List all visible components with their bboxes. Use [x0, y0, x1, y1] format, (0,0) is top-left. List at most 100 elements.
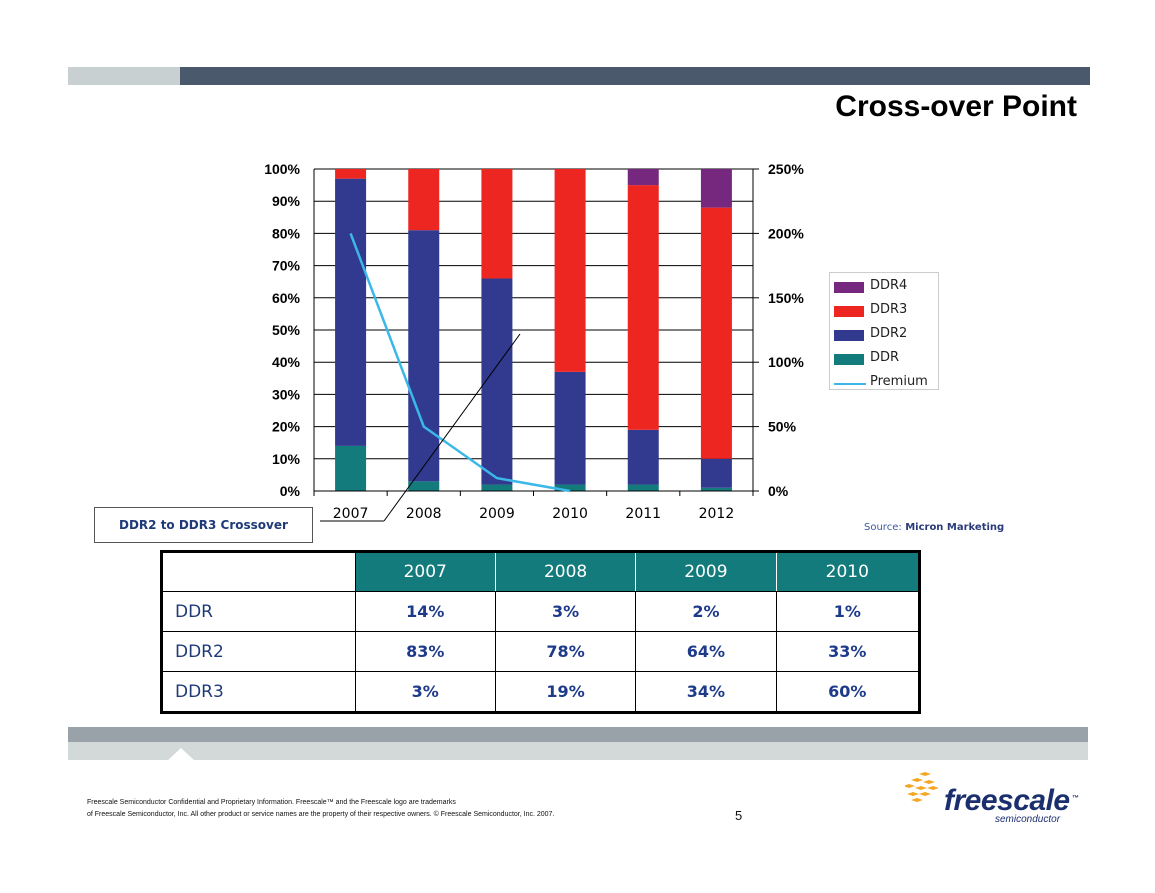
table-row: DDR 14% 3% 2% 1%: [161, 591, 921, 632]
y2-tick-label: 50%: [768, 419, 797, 435]
bar-ddr3: [481, 169, 513, 279]
header-band-dark: [180, 67, 1090, 85]
table-header-cell: 2009: [635, 551, 777, 592]
bar-ddr2: [481, 278, 513, 485]
data-table: 2007 2008 2009 2010 DDR 14% 3% 2% 1% DDR…: [160, 550, 921, 714]
source-value: Micron Marketing: [905, 522, 1005, 533]
legend-swatch: [834, 282, 864, 293]
footer-line-1: Freescale Semiconductor Confidential and…: [87, 799, 456, 806]
bar-ddr: [481, 484, 513, 491]
bar-ddr2: [554, 371, 586, 485]
bar-ddr3: [700, 207, 732, 459]
y-tick-label: 40%: [272, 354, 301, 370]
table-cell: 33%: [775, 631, 921, 672]
table-cell: 19%: [494, 671, 637, 713]
bar-ddr: [335, 445, 367, 491]
table-cell: 83%: [354, 631, 496, 672]
legend-swatch: [834, 306, 864, 317]
table-header-cell: 2008: [494, 551, 637, 592]
logo-trademark: ™: [1072, 795, 1079, 802]
table-corner-cell: [161, 551, 356, 592]
x-tick-label: 2008: [406, 506, 442, 522]
table-cell: 14%: [354, 591, 496, 632]
table-cell: 64%: [635, 631, 777, 672]
slide-title: Cross-over Point: [835, 90, 1077, 123]
y-tick-label: 50%: [272, 322, 301, 338]
header-band-light: [68, 67, 180, 85]
footer-legal: Freescale Semiconductor Confidential and…: [87, 797, 554, 821]
table-cell: 34%: [635, 671, 777, 713]
table-header-cell: 2010: [775, 551, 921, 592]
logo-subtext: semiconductor: [995, 814, 1061, 825]
table-row-label: DDR3: [161, 671, 356, 713]
bar-ddr2: [408, 230, 440, 482]
table-cell: 3%: [354, 671, 496, 713]
chart-legend: DDR4 DDR3 DDR2 DDR Premium: [829, 272, 939, 390]
page-number: 5: [735, 808, 743, 823]
y-tick-label: 10%: [272, 451, 301, 467]
source-label: Source:: [864, 522, 902, 533]
bar-ddr: [627, 484, 659, 491]
bar-ddr2: [700, 458, 732, 488]
table-header-cell: 2007: [354, 551, 496, 592]
y-tick-label: 20%: [272, 419, 301, 435]
y2-tick-label: 250%: [768, 161, 804, 177]
y-tick-label: 0%: [280, 483, 301, 499]
legend-label: DDR2: [870, 326, 908, 341]
legend-swatch: [834, 330, 864, 341]
bar-ddr2: [627, 429, 659, 485]
bar-ddr3: [335, 169, 367, 179]
y-tick-label: 70%: [272, 258, 301, 274]
table-cell: 2%: [635, 591, 777, 632]
table-row: DDR2 83% 78% 64% 33%: [161, 631, 921, 672]
y-tick-label: 80%: [272, 225, 301, 241]
y2-tick-label: 200%: [768, 225, 804, 241]
footer-band-dark: [68, 727, 1088, 742]
bar-ddr: [554, 484, 586, 491]
x-tick-label: 2010: [552, 506, 588, 522]
bar-ddr: [700, 487, 732, 491]
table-cell: 3%: [494, 591, 637, 632]
crossover-callout: DDR2 to DDR3 Crossover: [94, 507, 313, 543]
callout-pointer: [383, 333, 521, 522]
footer-line-2: of Freescale Semiconductor, Inc. All oth…: [87, 811, 555, 818]
table-row-label: DDR2: [161, 631, 356, 672]
legend-line: [834, 383, 866, 385]
bar-ddr3: [627, 185, 659, 430]
bar-ddr4: [700, 169, 732, 208]
legend-label: DDR4: [870, 278, 908, 293]
table-row: DDR3 3% 19% 34% 60%: [161, 671, 921, 713]
y-tick-label: 60%: [272, 290, 301, 306]
bar-ddr3: [554, 169, 586, 372]
x-tick-label: 2011: [625, 506, 661, 522]
table-header-row: 2007 2008 2009 2010: [161, 551, 921, 592]
logo-wordmark: freescale: [944, 784, 1070, 817]
x-tick-label: 2007: [333, 506, 369, 522]
bar-ddr2: [335, 178, 367, 446]
source-note: Source: Micron Marketing: [864, 522, 1004, 533]
y2-tick-label: 0%: [768, 483, 789, 499]
freescale-logo-icon: [905, 772, 939, 802]
bar-ddr: [408, 481, 440, 491]
table-cell: 1%: [775, 591, 921, 632]
footer-band-light: [68, 742, 1088, 760]
footer-notch: [166, 748, 196, 762]
y-tick-label: 30%: [272, 386, 301, 402]
bar-ddr3: [408, 169, 440, 231]
freescale-logo: freescale ™ semiconductor: [905, 770, 1085, 830]
table-row-label: DDR: [161, 591, 356, 632]
y-tick-label: 90%: [272, 193, 301, 209]
legend-label: DDR: [870, 350, 900, 365]
y2-tick-label: 150%: [768, 290, 804, 306]
bar-ddr4: [627, 169, 659, 186]
x-tick-label: 2012: [699, 506, 735, 522]
legend-label: DDR3: [870, 302, 908, 317]
table-cell: 78%: [494, 631, 637, 672]
x-tick-label: 2009: [479, 506, 515, 522]
table-cell: 60%: [775, 671, 921, 713]
legend-label: Premium: [870, 374, 928, 389]
y-tick-label: 100%: [264, 161, 300, 177]
premium-line: [349, 232, 571, 493]
y2-tick-label: 100%: [768, 354, 804, 370]
